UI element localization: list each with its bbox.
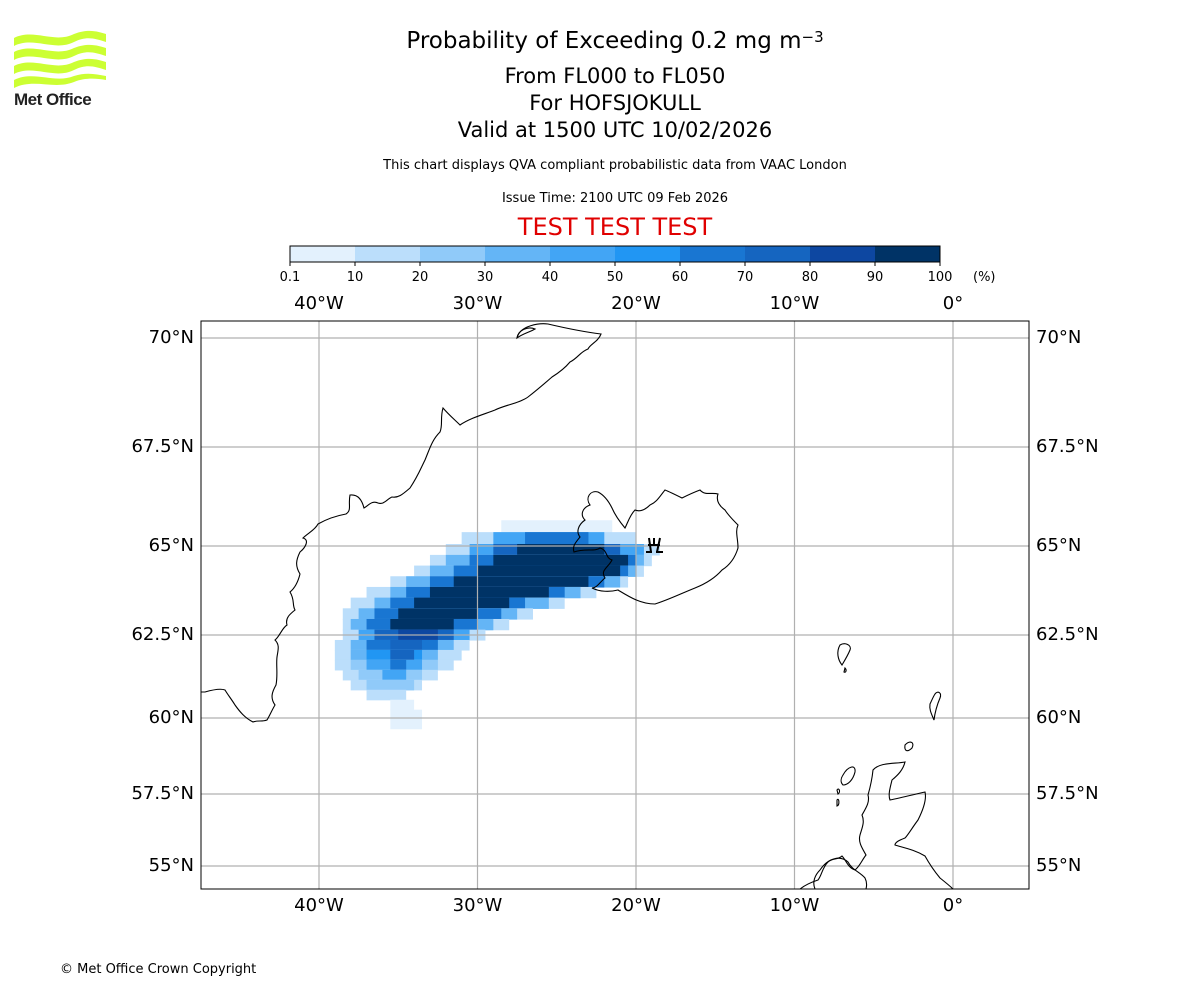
coastline-iceland xyxy=(572,489,739,605)
latitude-label-right: 57.5°N xyxy=(1036,783,1099,804)
coastline-orkney xyxy=(904,741,914,752)
coastlines xyxy=(201,323,954,889)
probability-cell xyxy=(525,532,589,545)
longitude-label: 40°W xyxy=(294,895,344,916)
probability-cell xyxy=(390,639,423,651)
longitude-label: 20°W xyxy=(611,293,661,314)
coastline-faroe xyxy=(837,643,851,673)
flight-levels: From FL000 to FL050 xyxy=(504,64,726,88)
longitude-label: 20°W xyxy=(611,895,661,916)
probability-cell xyxy=(382,669,407,681)
colorbar-tick-label: 10 xyxy=(346,270,364,285)
latitude-label-right: 55°N xyxy=(1036,855,1082,876)
probability-cell xyxy=(366,689,407,701)
colorbar-unit: (%) xyxy=(973,270,996,285)
probability-cell xyxy=(366,679,415,691)
longitude-label: 0° xyxy=(942,895,964,916)
latitude-label-left: 60°N xyxy=(148,707,194,728)
coastline-hebrides xyxy=(836,766,856,807)
colorbar-segment xyxy=(550,246,616,262)
map-frame xyxy=(200,320,1030,890)
met-office-waves-icon xyxy=(14,30,106,88)
coastline-shetland xyxy=(929,691,942,721)
longitude-label: 0° xyxy=(942,293,964,314)
colorbar-segment xyxy=(745,246,811,262)
copyright: © Met Office Crown Copyright xyxy=(60,962,257,977)
probability-cell xyxy=(390,618,454,631)
colorbar-segment xyxy=(485,246,551,262)
longitude-label: 10°W xyxy=(769,293,820,314)
longitude-label: 30°W xyxy=(452,895,503,916)
colorbar-tick-label: 90 xyxy=(866,270,884,285)
latitude-label-right: 62.5°N xyxy=(1036,624,1099,645)
probability-cell xyxy=(517,544,605,556)
latitude-label-left: 70°N xyxy=(148,327,194,348)
colorbar-tick-label: 60 xyxy=(671,270,689,285)
probability-cell xyxy=(390,719,423,730)
colorbar-tick-label: 30 xyxy=(476,270,494,285)
probability-cell xyxy=(453,576,589,588)
colorbar-segment xyxy=(420,246,486,262)
probability-field xyxy=(334,520,660,730)
latitude-label-right: 70°N xyxy=(1036,327,1082,348)
volcano-icon xyxy=(646,537,663,553)
graticule xyxy=(201,321,1029,889)
coastline-ireland xyxy=(813,857,868,889)
colorbar-segment xyxy=(615,246,681,262)
colorbar-tick-label: 50 xyxy=(606,270,624,285)
description: This chart displays QVA compliant probab… xyxy=(383,158,847,173)
latitude-label-left: 57.5°N xyxy=(131,783,194,804)
longitude-label: 10°W xyxy=(769,895,820,916)
probability-cell xyxy=(414,597,510,609)
probability-cell xyxy=(429,586,549,599)
latitude-label-left: 55°N xyxy=(148,855,194,876)
title-exponent: −3 xyxy=(801,28,824,46)
colorbar-segment xyxy=(810,246,876,262)
colorbar-segment xyxy=(680,246,746,262)
probability-cell xyxy=(390,709,423,721)
colorbar-segment xyxy=(875,246,941,262)
colorbar-tick-label: 40 xyxy=(541,270,559,285)
colorbar-tick-label: 70 xyxy=(736,270,754,285)
test-banner: TEST TEST TEST xyxy=(517,213,713,241)
logo-text: Met Office xyxy=(14,90,92,109)
valid-time: Valid at 1500 UTC 10/02/2026 xyxy=(457,118,773,142)
colorbar-segment xyxy=(290,246,356,262)
probability-cell xyxy=(390,659,407,671)
colorbar xyxy=(289,245,941,266)
coastline-scotland xyxy=(799,761,954,889)
latitude-label-left: 67.5°N xyxy=(131,436,194,457)
probability-cell xyxy=(477,565,621,577)
latitude-label-left: 62.5°N xyxy=(131,624,194,645)
volcano-name: For HOFSJOKULL xyxy=(529,91,701,115)
probability-cell xyxy=(493,554,629,567)
probability-cell xyxy=(390,699,415,711)
coastline-greenland-island xyxy=(516,327,537,340)
longitude-label: 40°W xyxy=(294,293,344,314)
title-text: Probability of Exceeding 0.2 mg m xyxy=(406,28,802,54)
probability-cell xyxy=(398,608,478,620)
colorbar-tick-label: 80 xyxy=(801,270,819,285)
colorbar-segment xyxy=(355,246,421,262)
latitude-label-right: 60°N xyxy=(1036,707,1082,728)
probability-cell xyxy=(501,520,613,533)
coastline-greenland xyxy=(201,323,602,723)
longitude-label: 30°W xyxy=(452,293,503,314)
latitude-label-right: 67.5°N xyxy=(1036,436,1099,457)
chart-title: Probability of Exceeding 0.2 mg m−3 xyxy=(0,28,1200,55)
colorbar-tick-label: 0.1 xyxy=(279,270,301,285)
issue-time: Issue Time: 2100 UTC 09 Feb 2026 xyxy=(501,191,729,206)
colorbar-tick-label: 20 xyxy=(411,270,429,285)
latitude-label-right: 65°N xyxy=(1036,535,1082,556)
latitude-label-left: 65°N xyxy=(148,535,194,556)
probability-cell xyxy=(390,649,415,661)
colorbar-tick-label: 100 xyxy=(927,270,953,285)
